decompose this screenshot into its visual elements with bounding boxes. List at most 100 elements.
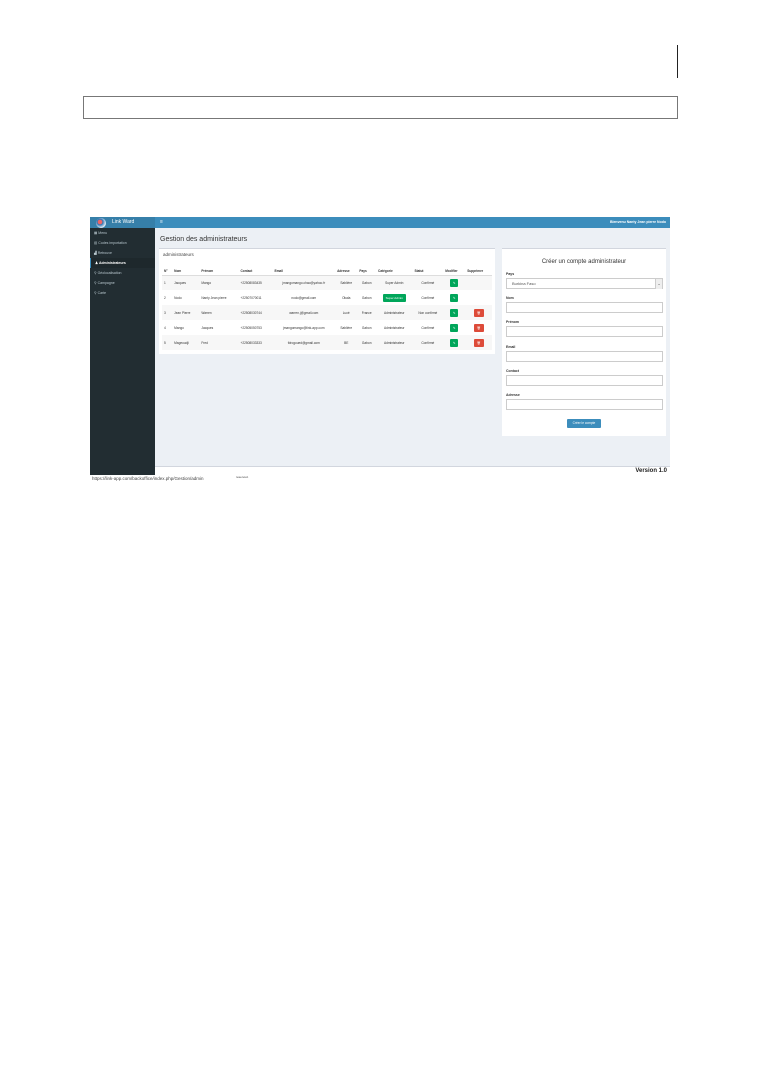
bar-chart-icon: ▟ — [94, 251, 97, 255]
sidebar-item-campagne[interactable]: ⚲ Campagne — [90, 278, 155, 288]
pays-select[interactable]: Burkina Faso ⌄ — [506, 278, 663, 289]
cell-email: warren.j@gmail.com — [272, 305, 336, 320]
cell-modifier: ✎ — [443, 305, 466, 320]
app-screenshot: Link Ward ≡ Bienvenu Nanty Jean pierre N… — [90, 217, 670, 475]
cell-categorie: Administrateur — [376, 335, 413, 350]
table-row: 1 Jacques Mango +22508083435 jmangomango… — [162, 275, 492, 290]
barcode-icon: ▥ — [94, 241, 98, 245]
contact-label: Contact — [506, 369, 520, 373]
column-header: Supprimer — [465, 267, 492, 276]
category: Super Admin — [385, 280, 404, 285]
create-account-button[interactable]: Créer le compte — [567, 419, 601, 428]
cell-statut: Non confirmé — [412, 305, 444, 320]
cell-statut: Confirmé — [421, 295, 435, 300]
cell-prenom: Warren — [199, 305, 239, 320]
cell-categorie: Administrateur — [376, 305, 413, 320]
cell-statut: Confirmé — [421, 325, 435, 330]
form-title: Créer un compte administrateur — [541, 259, 627, 265]
globe-logo-icon — [96, 218, 106, 228]
sidebar-item-menu[interactable]: ▦ Menu — [90, 228, 155, 238]
column-header: Nom — [172, 267, 200, 276]
cell-supprimer: 🗑 — [465, 305, 492, 320]
cell-prenom: Mango — [199, 275, 239, 290]
sidebar-item-codes-importation[interactable]: ▥ Codes importation — [90, 238, 155, 248]
chevron-down-icon: ⌄ — [655, 279, 662, 289]
sidebar-item-g-olocalisation[interactable]: ⚲ Géolocalisation — [90, 268, 155, 278]
cell-statut: Confirmé — [412, 275, 444, 290]
cell-adresse: Okala — [342, 295, 351, 300]
cell-nom: Mageoudji — [172, 335, 200, 350]
category-badge[interactable]: Super Admin — [382, 293, 406, 302]
sidebar-item-label: Géolocalisation — [97, 271, 122, 275]
cell-modifier: ✎ — [443, 320, 465, 335]
table-row: 5 Mageoudji Fred +22508033333 fdrogoued@… — [162, 335, 492, 350]
contact-input[interactable] — [506, 375, 663, 386]
cell-n: 2 — [164, 295, 166, 300]
menu-toggle-icon[interactable]: ≡ — [160, 219, 163, 225]
user-icon: ♟ — [95, 261, 99, 265]
cell-categorie: Super Admin — [376, 290, 412, 305]
map-marker-icon: ⚲ — [94, 271, 97, 275]
prenom-label: Prénom — [506, 320, 520, 324]
cell-nom: Nodo — [174, 295, 182, 300]
sidebar: ▦ Menu ▥ Codes importation ▟ Retrouve ♟ Adm… — [90, 228, 155, 475]
trash-icon[interactable]: 🗑 — [473, 308, 484, 317]
cell-adresse: Sablière — [335, 275, 358, 290]
brand-name: Link Ward — [112, 219, 135, 225]
table-row: 4 Mango Jacques +22505050753 jmangomango… — [162, 320, 492, 335]
sidebar-item-retrouve[interactable]: ▟ Retrouve — [90, 248, 155, 258]
page-margin-line — [677, 45, 678, 78]
email-input[interactable] — [506, 351, 663, 362]
brand-logo[interactable]: Link Ward — [90, 217, 155, 228]
sidebar-item-administrateurs[interactable]: ♟ Administrateurs — [90, 258, 155, 268]
cell-pays: Gabon — [357, 335, 377, 350]
edit-icon[interactable]: ✎ — [449, 323, 459, 332]
column-header: Catégorie — [376, 267, 413, 276]
cell-nom: Mango — [174, 325, 184, 330]
create-admin-form: Créer un compte administrateur Pays Burk… — [502, 248, 666, 436]
welcome-user[interactable]: Bienvenu Nanty Jean pierre Nodo — [609, 220, 666, 224]
edit-icon[interactable]: ✎ — [449, 278, 459, 287]
map-marker-icon: ⚲ — [94, 291, 97, 295]
dashboard-icon: ▦ — [94, 231, 98, 235]
category: Administrateur — [383, 310, 405, 315]
cell-pays: France — [357, 305, 377, 320]
cell-n: 5 — [162, 335, 173, 350]
nom-label: Nom — [506, 296, 514, 300]
cell-adresse: Lucé — [335, 305, 358, 320]
cell-pays: Gabon — [361, 325, 372, 330]
adresse-label: Adresse — [506, 393, 520, 397]
cell-supprimer: 🗑 — [465, 320, 492, 335]
trash-icon[interactable]: 🗑 — [473, 323, 484, 332]
cell-prenom: Jacques — [201, 325, 214, 330]
cell-supprimer — [465, 275, 492, 290]
cell-prenom: Nanty Jean pierre — [201, 295, 227, 300]
adresse-input[interactable] — [506, 399, 663, 410]
cell-modifier: ✎ — [443, 290, 465, 305]
sidebar-item-label: Menu — [98, 231, 108, 235]
edit-icon[interactable]: ✎ — [449, 338, 459, 347]
table-row: 3 Jean Pierre Warren +22508030744 warren… — [162, 305, 492, 320]
cell-contact: +22508033333 — [238, 335, 273, 350]
nom-input[interactable] — [506, 302, 663, 313]
column-header: Pays — [357, 267, 377, 276]
cell-contact: +22507070011 — [240, 295, 262, 300]
trash-icon[interactable]: 🗑 — [473, 338, 484, 347]
prenom-input[interactable] — [506, 326, 663, 337]
column-header: Modifier — [443, 267, 466, 276]
cell-n: 3 — [162, 305, 173, 320]
cell-nom: Jean Pierre — [172, 305, 200, 320]
column-header: Adresse — [335, 267, 358, 276]
sidebar-item-label: Campagne — [97, 281, 115, 285]
edit-icon[interactable]: ✎ — [449, 293, 459, 302]
email-label: Email — [506, 345, 516, 349]
pays-label: Pays — [506, 272, 515, 276]
cell-prenom: Fred — [199, 335, 239, 350]
footer-reserved: reserved. — [236, 475, 249, 479]
edit-icon[interactable]: ✎ — [449, 308, 459, 317]
cell-adresse: BE — [335, 335, 358, 350]
sidebar-item-carte[interactable]: ⚲ Carte — [90, 288, 155, 298]
admin-table: N° Nom Prénom Contact Email Adresse Pays Catégo… — [162, 267, 492, 350]
cell-nom: Jacques — [172, 275, 200, 290]
cell-n: 1 — [162, 275, 173, 290]
